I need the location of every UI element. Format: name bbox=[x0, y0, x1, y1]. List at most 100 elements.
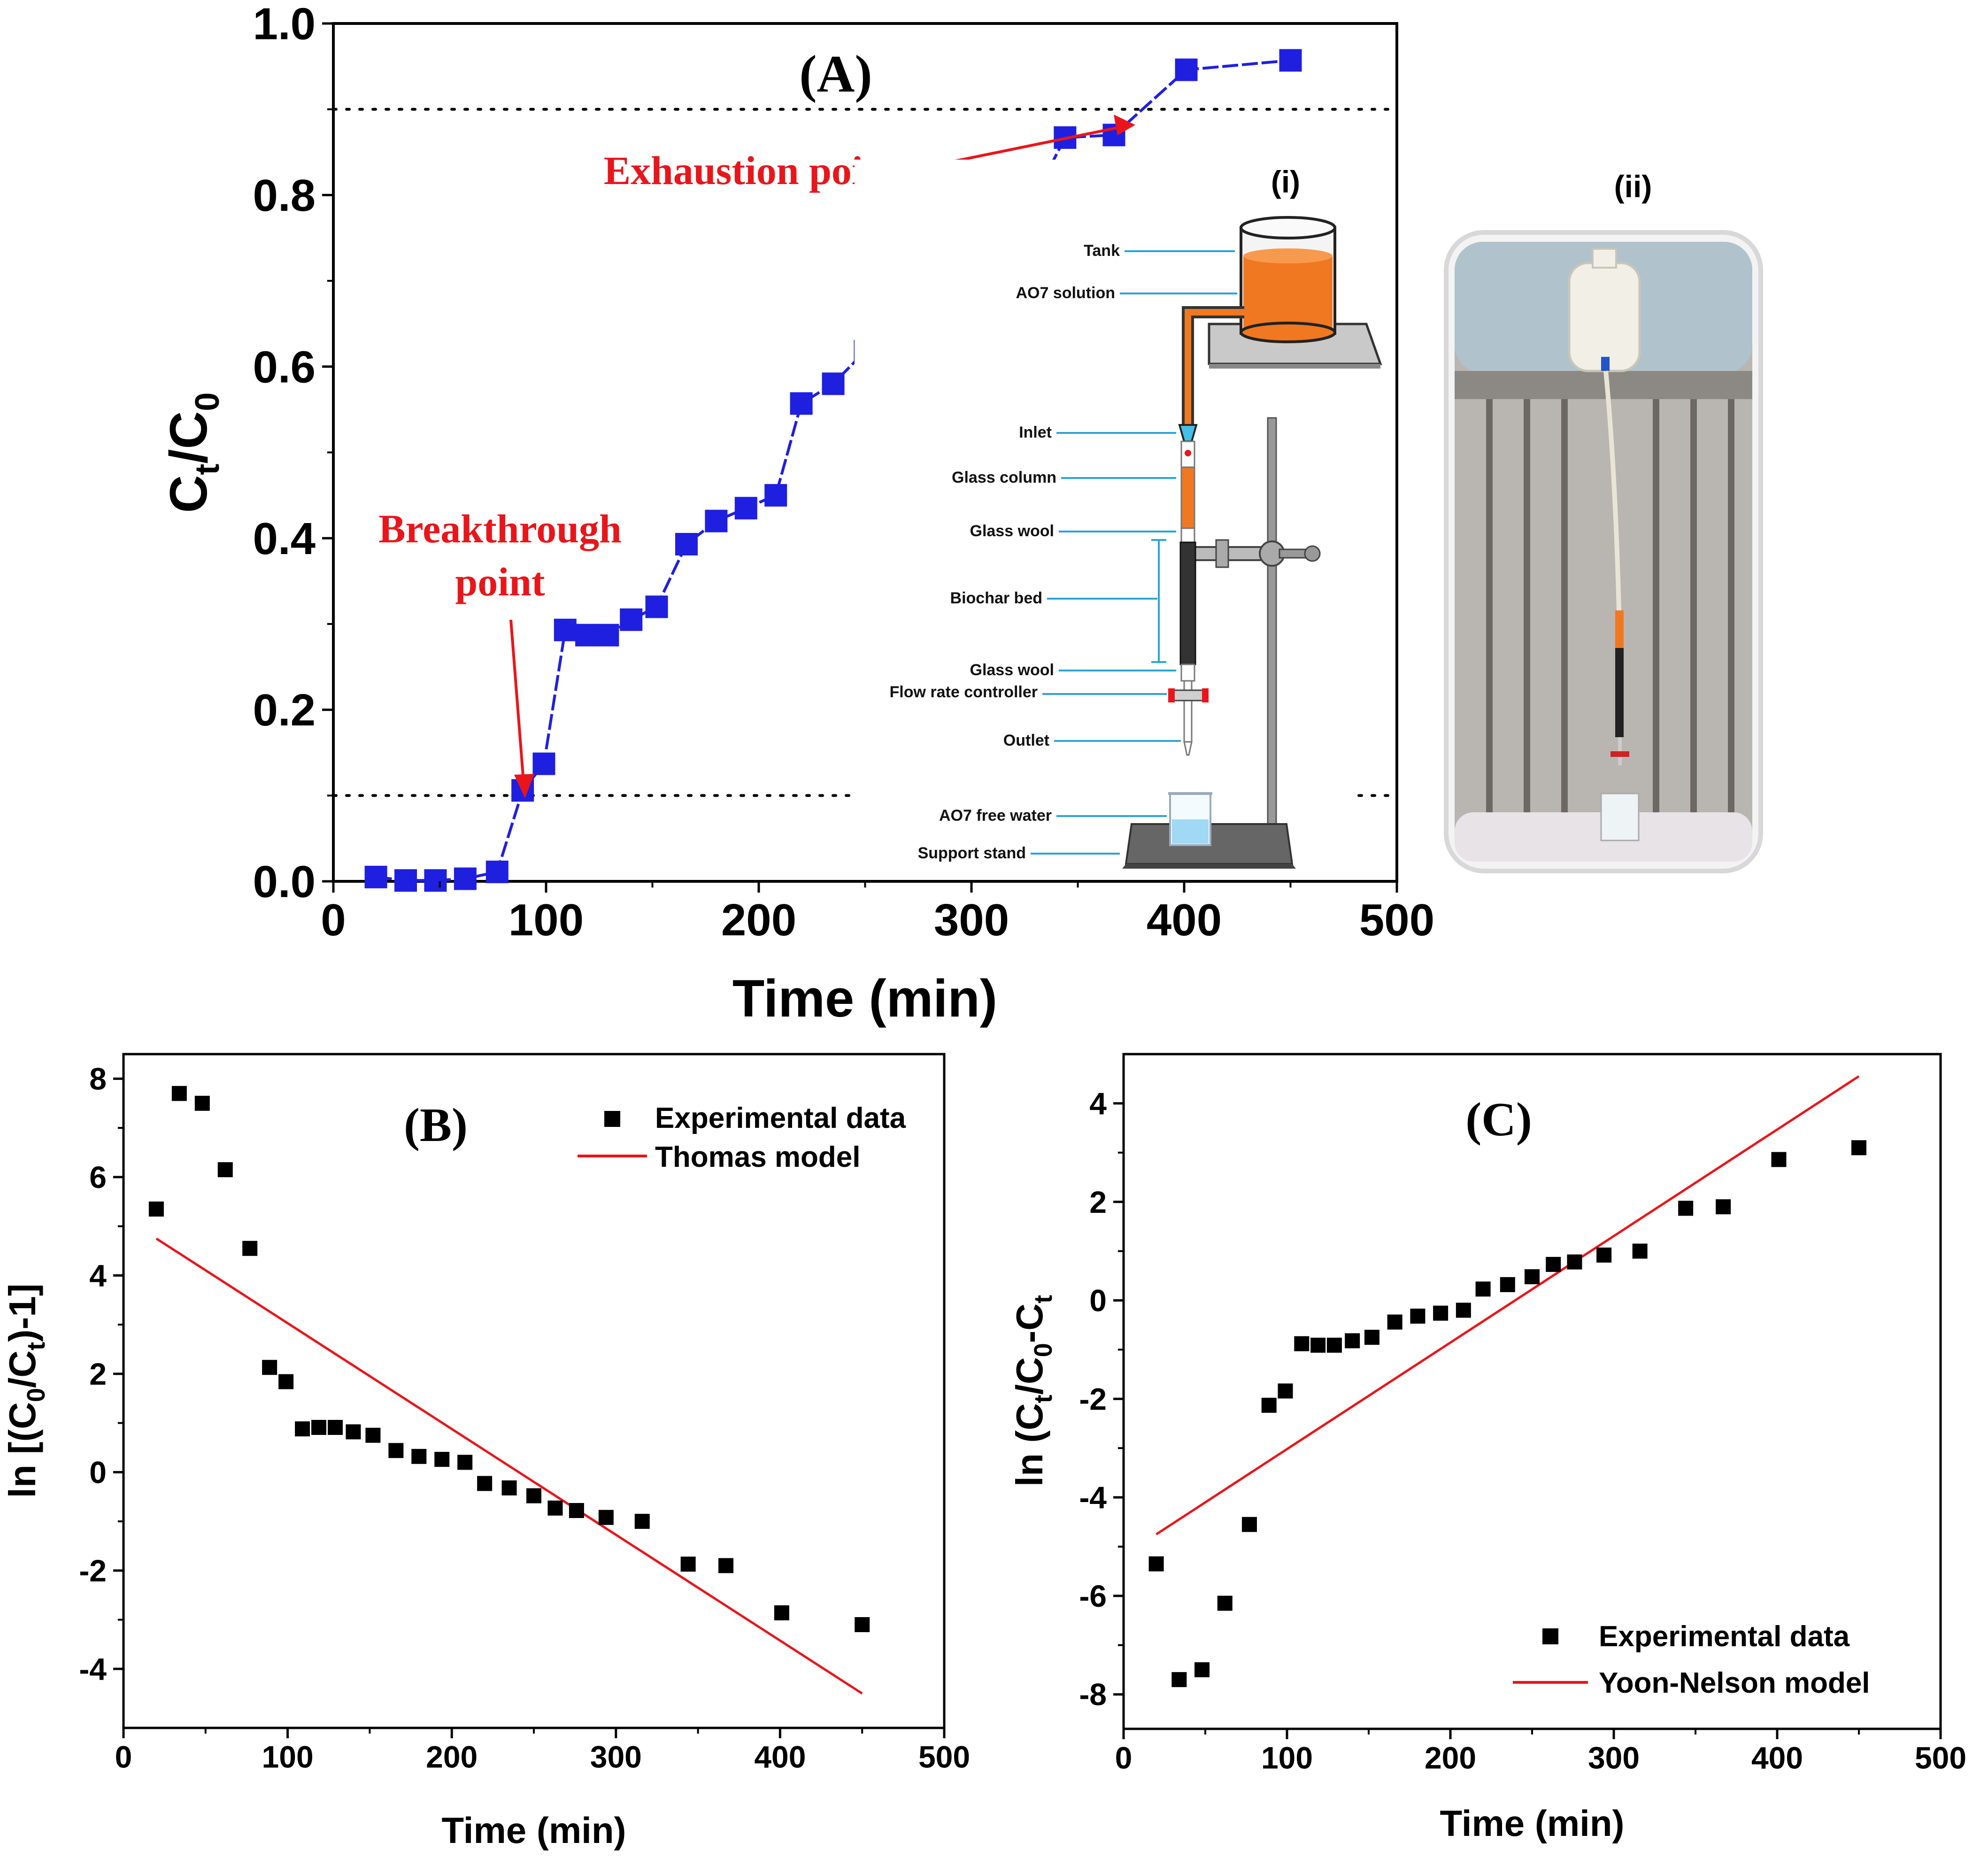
b-ytick-label: -4 bbox=[79, 1651, 107, 1686]
data-point-a bbox=[575, 624, 598, 647]
b-ytick-label: 4 bbox=[89, 1258, 107, 1293]
biochar-bracket bbox=[1151, 539, 1166, 663]
label-free-water: AO7 free water bbox=[939, 807, 1052, 825]
data-point-a bbox=[364, 865, 387, 888]
data-point-a bbox=[705, 509, 728, 532]
c-data-point bbox=[1294, 1336, 1310, 1351]
b-data-point bbox=[148, 1201, 164, 1217]
b-data-point bbox=[547, 1500, 563, 1516]
breakthrough-arrow bbox=[509, 619, 525, 782]
b-data-point bbox=[194, 1095, 210, 1111]
c-ytick-label: -2 bbox=[1079, 1381, 1107, 1416]
legend-b-model-label: Thomas model bbox=[655, 1141, 861, 1173]
data-point-a bbox=[1279, 49, 1302, 72]
tank-platform-base bbox=[1209, 364, 1380, 369]
b-data-point bbox=[598, 1510, 614, 1525]
data-point-a bbox=[532, 752, 555, 775]
data-point-a bbox=[1175, 58, 1198, 81]
data-point-a bbox=[764, 484, 787, 507]
y-axis-label-c-c: -C bbox=[1009, 1303, 1050, 1343]
c-data-point bbox=[1525, 1269, 1540, 1285]
b-ytick-label: -2 bbox=[79, 1553, 107, 1588]
b-data-point bbox=[501, 1480, 517, 1495]
legend-c-exp-label: Experimental data bbox=[1599, 1620, 1850, 1653]
panel-c: 0 100 200 300 400 500 -8 -6 -4 -2 0 2 4 (C) Experim… bbox=[1009, 1053, 1966, 1844]
y-axis-label-c: ln (Ct/C0-Ct bbox=[1009, 1295, 1057, 1487]
x-axis-label-a: Time (min) bbox=[732, 969, 997, 1028]
y-ticks-b: -4 -2 0 2 4 6 8 bbox=[79, 1061, 123, 1686]
a-ytick-label: 0.0 bbox=[253, 857, 316, 907]
b-ytick-label: 6 bbox=[89, 1160, 107, 1195]
photo-rods bbox=[1486, 399, 1734, 812]
breakthrough-arrowhead bbox=[514, 774, 534, 798]
b-data-point bbox=[569, 1503, 584, 1518]
c-data-point bbox=[1410, 1309, 1426, 1324]
c-xtick-label: 0 bbox=[1115, 1741, 1133, 1775]
y-axis-label-a: Ct/C0 bbox=[159, 393, 226, 513]
c-data-point bbox=[1678, 1201, 1694, 1216]
label-biochar-bed: Biochar bed bbox=[950, 589, 1042, 607]
a-xtick-label: 0 bbox=[321, 895, 346, 945]
c-data-point bbox=[1771, 1152, 1787, 1167]
x-axis-label-b: Time (min) bbox=[442, 1810, 626, 1851]
y-axis-label-a-main: C bbox=[159, 475, 218, 513]
y-axis-label-a-sub2: 0 bbox=[189, 393, 226, 411]
c-xtick-label: 500 bbox=[1915, 1741, 1966, 1775]
b-data-point bbox=[327, 1420, 343, 1435]
label-glass-column: Glass column bbox=[952, 469, 1056, 486]
photo-column-icon bbox=[1610, 610, 1629, 765]
legend-b-marker-exp bbox=[604, 1111, 620, 1127]
y-axis-label-b-b: /C bbox=[1, 1350, 43, 1388]
b-data-point bbox=[526, 1488, 541, 1503]
tank-icon bbox=[1240, 216, 1336, 343]
legend-b-exp-label: Experimental data bbox=[655, 1102, 906, 1134]
c-data-point bbox=[1632, 1243, 1648, 1259]
stand-rod bbox=[1267, 417, 1277, 832]
data-point-a bbox=[645, 595, 668, 618]
x-ticks-b: 0 100 200 300 400 500 bbox=[115, 1728, 970, 1774]
c-ytick-label: -4 bbox=[1079, 1480, 1107, 1515]
c-data-point bbox=[1278, 1383, 1293, 1399]
b-xtick-label: 500 bbox=[918, 1740, 970, 1774]
exhaustion-arrowhead bbox=[1114, 115, 1135, 135]
y-axis-label-c-sub2: 0 bbox=[1029, 1343, 1057, 1357]
c-xtick-label: 400 bbox=[1751, 1741, 1803, 1775]
a-xtick-label: 200 bbox=[721, 895, 796, 945]
y-axis-label-b-c: )-1] bbox=[1, 1284, 43, 1342]
y-axis-label-b-sub2: t bbox=[22, 1342, 50, 1350]
c-data-point bbox=[1716, 1199, 1731, 1215]
b-data-point bbox=[242, 1241, 258, 1256]
b-data-point bbox=[295, 1421, 310, 1437]
photo-title: (ii) bbox=[1614, 169, 1652, 204]
b-data-point bbox=[311, 1420, 327, 1435]
y-axis-label-b: ln [(C0/Ct)-1] bbox=[1, 1284, 50, 1498]
data-point-a bbox=[620, 608, 643, 631]
c-data-point bbox=[1171, 1672, 1187, 1688]
c-data-point bbox=[1433, 1305, 1449, 1321]
c-ytick-label: 0 bbox=[1089, 1283, 1107, 1318]
data-point-a bbox=[485, 860, 509, 883]
column-schematic: (i) bbox=[855, 160, 1382, 873]
c-xtick-label: 200 bbox=[1425, 1741, 1476, 1775]
b-data-point bbox=[718, 1558, 734, 1573]
photo-panel: (ii) bbox=[1444, 169, 1763, 873]
photo-beaker-icon bbox=[1600, 793, 1640, 841]
y-axis-label-b-sub1: 0 bbox=[22, 1388, 50, 1402]
panel-label-c: (C) bbox=[1465, 1093, 1532, 1146]
b-xtick-label: 0 bbox=[115, 1740, 132, 1774]
a-ytick-label: 0.6 bbox=[253, 342, 316, 392]
a-ytick-label: 0.4 bbox=[253, 514, 316, 564]
legend-c-marker-exp bbox=[1542, 1628, 1558, 1644]
photo-tube bbox=[1603, 370, 1621, 611]
panel-label-b: (B) bbox=[404, 1099, 468, 1152]
c-ytick-label: 4 bbox=[1089, 1086, 1107, 1121]
a-ytick-label: 0.2 bbox=[253, 685, 316, 735]
y-ticks-a: 0.0 0.2 0.4 0.6 0.8 1.0 bbox=[253, 0, 333, 907]
data-point-a bbox=[734, 497, 757, 520]
data-point-a bbox=[424, 869, 447, 892]
b-xtick-label: 300 bbox=[590, 1740, 642, 1774]
tube-fluid bbox=[1185, 309, 1244, 425]
c-data-point bbox=[1387, 1314, 1402, 1330]
panel-label-a: (A) bbox=[799, 45, 872, 103]
